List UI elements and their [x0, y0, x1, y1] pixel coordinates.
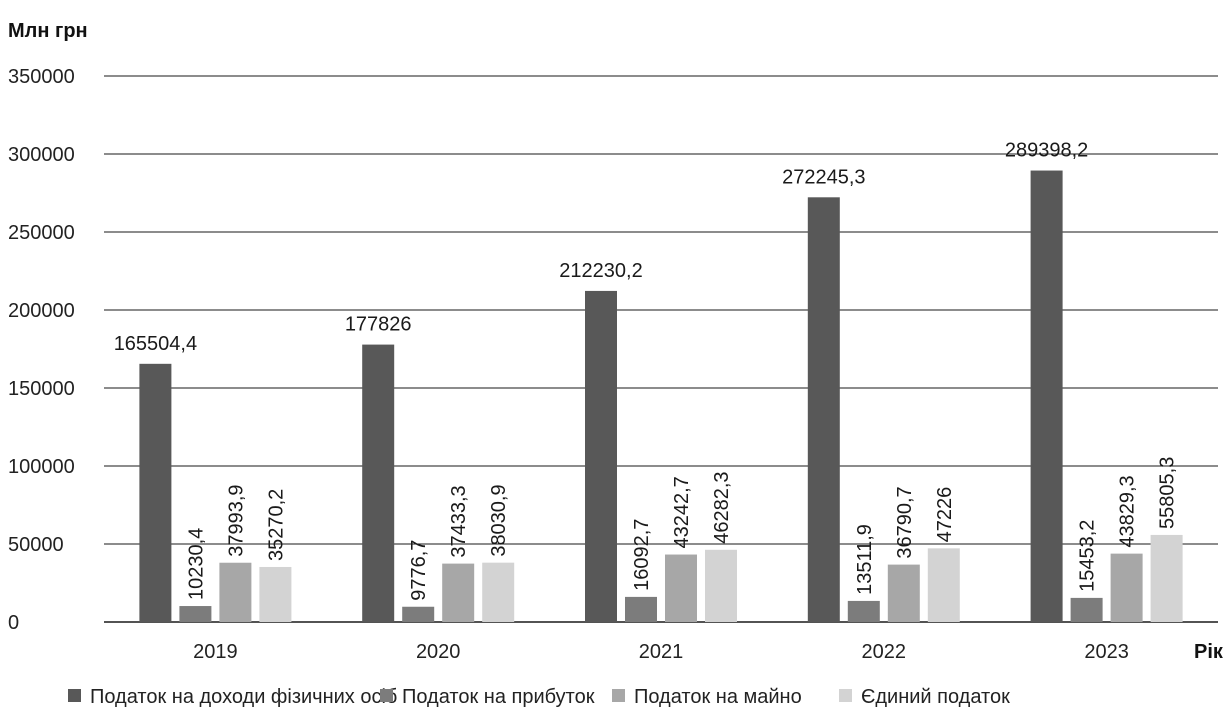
bar [1030, 170, 1063, 622]
legend-swatch [380, 689, 393, 702]
data-label: 165504,4 [114, 333, 197, 355]
bar [1110, 553, 1143, 622]
data-label: 16092,7 [631, 519, 653, 591]
bar [259, 566, 292, 622]
data-label: 289398,2 [1005, 140, 1088, 162]
x-tick-label: 2022 [862, 641, 907, 663]
x-tick-label: 2020 [416, 641, 461, 663]
data-label: 37433,3 [448, 485, 470, 557]
bar [705, 549, 737, 622]
y-tick-label: 200000 [8, 300, 75, 322]
bar [179, 606, 212, 622]
data-label: 10230,4 [185, 528, 207, 600]
bar [1070, 597, 1103, 622]
legend-label: Податок на прибуток [402, 686, 595, 708]
legend-swatch [612, 689, 625, 702]
bar [665, 554, 697, 622]
y-tick-label: 350000 [8, 66, 75, 88]
data-label: 46282,3 [711, 472, 733, 544]
data-labels: 165504,4 10230,4 37993,9 35270,2 177826 9776,… [114, 140, 1179, 601]
legend: Податок на доходи фізичних осіб Податок н… [68, 686, 1010, 708]
bar [927, 548, 960, 622]
y-tick-label: 150000 [8, 378, 75, 400]
bar [442, 563, 475, 622]
bar [585, 290, 617, 622]
data-label: 13511,9 [854, 524, 876, 595]
bar [139, 363, 172, 622]
bar [887, 564, 920, 622]
bar [402, 606, 435, 622]
y-tick-label: 300000 [8, 144, 75, 166]
bar [482, 562, 515, 622]
y-axis-title: Млн грн [8, 20, 88, 42]
legend-label: Податок на майно [634, 686, 802, 708]
bar [625, 596, 657, 622]
x-tick-label: 2019 [193, 641, 238, 663]
data-label: 43829,3 [1117, 475, 1139, 547]
y-tick-label: 250000 [8, 222, 75, 244]
data-label: 55805,3 [1157, 457, 1179, 529]
data-label: 35270,2 [265, 489, 287, 561]
x-axis-title: Рік [1194, 641, 1224, 663]
data-label: 47226 [934, 487, 956, 543]
legend-swatch [68, 689, 81, 702]
bar [362, 344, 395, 622]
bars [139, 170, 1183, 622]
data-label: 43242,7 [671, 476, 693, 548]
bar [219, 562, 252, 622]
data-label: 38030,9 [488, 484, 510, 556]
data-label: 37993,9 [225, 484, 247, 556]
y-tick-label: 50000 [8, 534, 64, 556]
data-label: 36790,7 [894, 486, 916, 558]
bar [807, 197, 840, 622]
y-tick-label: 0 [8, 612, 19, 634]
legend-label: Податок на доходи фізичних осіб [90, 686, 397, 708]
data-label: 9776,7 [408, 540, 430, 601]
bar [1150, 534, 1183, 622]
y-tick-label: 100000 [8, 456, 75, 478]
data-label: 212230,2 [559, 260, 642, 282]
axes: Млн грн Рік 0 50000 100000 150000 200000 2500… [8, 20, 1224, 663]
x-tick-label: 2021 [639, 641, 684, 663]
bar [847, 600, 880, 622]
legend-swatch [839, 689, 852, 702]
data-label: 272245,3 [782, 166, 865, 188]
data-label: 177826 [345, 314, 412, 336]
data-label: 15453,2 [1077, 520, 1099, 592]
legend-label: Єдиний податок [861, 686, 1010, 708]
x-tick-label: 2023 [1084, 641, 1129, 663]
